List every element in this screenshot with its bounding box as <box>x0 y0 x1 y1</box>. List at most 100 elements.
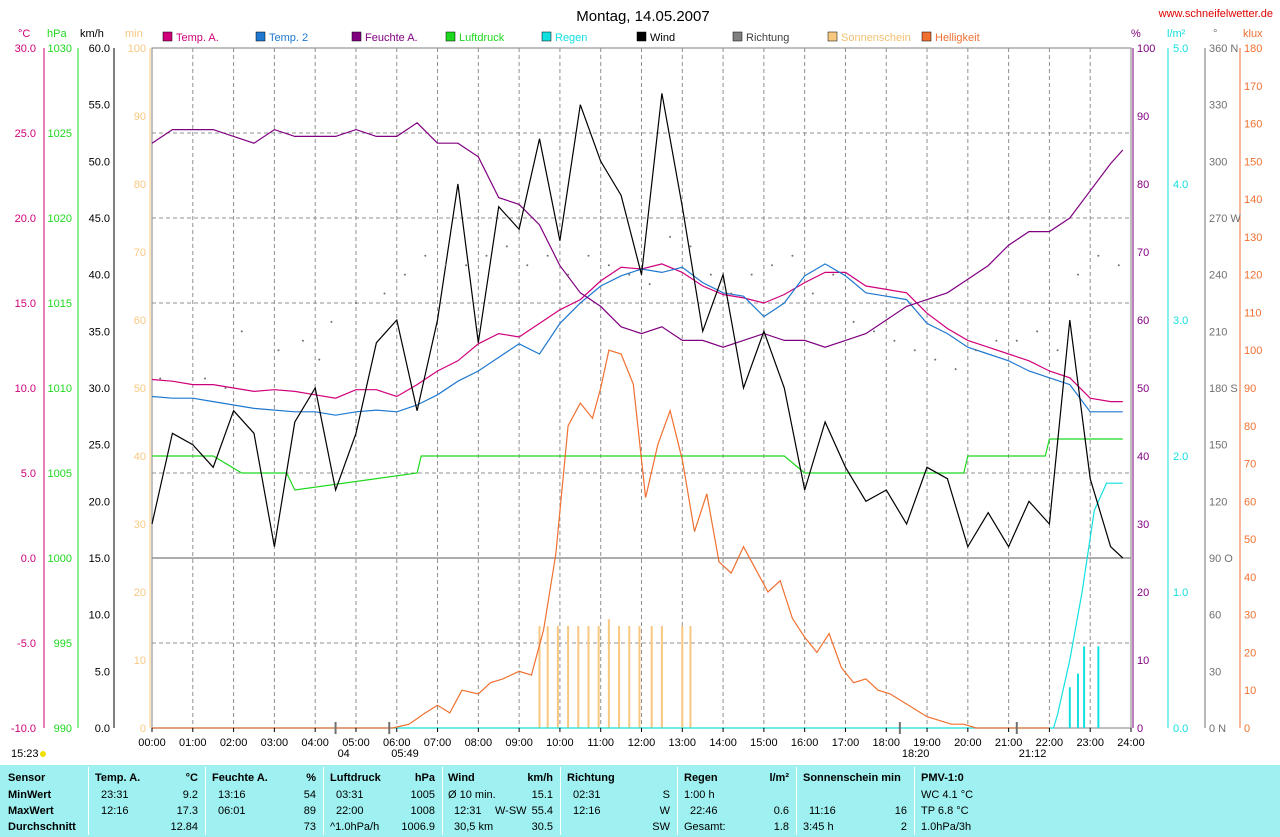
point-richtung <box>485 254 488 257</box>
point-richtung <box>159 377 162 380</box>
col-unit-pressure: hPa <box>414 772 435 784</box>
site-url[interactable]: www.schneifelwetter.de <box>1158 8 1273 20</box>
x-tick-label: 17:00 <box>832 737 860 749</box>
pmv-pressure-trend: 1.0hPa/3h <box>921 821 972 833</box>
point-richtung <box>771 264 774 267</box>
point-richtung <box>277 349 280 352</box>
series-line-helligkeit <box>152 349 1050 729</box>
legend-swatch <box>351 31 362 42</box>
legend-label: Regen <box>555 32 587 44</box>
col-title-pmv: PMV-1:0 <box>921 772 964 784</box>
rain-total-label: Gesamt: <box>684 821 726 833</box>
x-tick-label: 02:00 <box>220 737 248 749</box>
col-title-sunshine: Sonnenschein min <box>803 772 901 784</box>
wind-min-label: Ø 10 min. <box>448 789 496 801</box>
axis-tick-label: 50 <box>1244 534 1256 546</box>
point-richtung <box>546 254 549 257</box>
humidity-axis-unit: % <box>1131 28 1141 40</box>
axis-tick-label: 1030 <box>48 43 72 55</box>
axis-tick-label: 100 <box>1137 43 1155 55</box>
sun-icon <box>40 751 46 757</box>
legend-label: Sonnenschein <box>841 32 911 44</box>
x-tick-label: 21:00 <box>995 737 1023 749</box>
legend-label: Temp. A. <box>176 32 219 44</box>
stats-panel: Sensor MinWert MaxWert Durchschnitt Temp… <box>0 765 1280 837</box>
axis-tick-label: 10.0 <box>89 610 110 622</box>
col-title-humidity: Feuchte A. <box>212 772 268 784</box>
col-unit-humidity: % <box>306 772 316 784</box>
axis-unit-labels: °C hPa km/h min% l/m² ° klux <box>18 28 1263 40</box>
x-tick-label: 12:00 <box>628 737 656 749</box>
col-title-wind: Wind <box>448 772 475 784</box>
pressure-trend: ^1.0hPa/h <box>330 821 380 833</box>
x-tick-label: 20:00 <box>954 737 982 749</box>
axis-tick-label: 25.0 <box>89 440 110 452</box>
col-title-direction: Richtung <box>567 772 615 784</box>
sun-axis-unit: min <box>125 28 143 40</box>
axis-tick-label: 0.0 <box>21 553 36 565</box>
axis-tick-label: 15.0 <box>89 553 110 565</box>
point-richtung <box>1056 349 1059 352</box>
axis-tick-label: 35.0 <box>89 326 110 338</box>
axis-tick-label: 80 <box>1137 179 1149 191</box>
x-tick-label: 18:00 <box>872 737 900 749</box>
legend-label: Helligkeit <box>935 32 980 44</box>
series-line-wind <box>151 93 1124 559</box>
point-richtung <box>832 273 835 276</box>
wind-max-dir: W-SW <box>495 805 527 817</box>
axis-tick-label: 20 <box>134 587 146 599</box>
point-richtung <box>224 387 227 389</box>
axis-tick-label: 80 <box>1244 421 1256 433</box>
legend-swatch <box>255 31 266 42</box>
axis-tick-label: 100 <box>128 43 146 55</box>
axis-tick-label: 70 <box>134 247 146 259</box>
axis-tick-label: 5.0 <box>1173 43 1188 55</box>
point-richtung <box>648 283 651 286</box>
point-richtung <box>873 330 876 333</box>
pressure-axis-unit: hPa <box>47 28 67 40</box>
axis-tick-label: 0 <box>140 723 146 735</box>
axis-tick-label: 0 N <box>1209 723 1226 735</box>
x-tick-label: 19:00 <box>913 737 941 749</box>
axis-tick-label: 170 <box>1244 81 1262 93</box>
axis-tick-label: 160 <box>1244 119 1262 131</box>
axis-tick-label: 300 <box>1209 156 1227 168</box>
point-richtung <box>318 358 321 361</box>
col-unit-wind: km/h <box>527 772 553 784</box>
point-richtung <box>354 302 357 304</box>
axis-tick-label: 20 <box>1137 587 1149 599</box>
axis-tick-label: 0 <box>1244 723 1250 735</box>
chart-grid <box>43 47 1241 729</box>
axis-tick-label: 120 <box>1244 270 1262 282</box>
legend-label: Wind <box>650 32 675 44</box>
pressure-avg: 1006.9 <box>401 821 435 833</box>
axis-tick-label: 70 <box>1137 247 1149 259</box>
point-richtung <box>913 349 916 352</box>
legend-swatch <box>921 31 932 42</box>
axis-tick-label: 30.0 <box>15 43 36 55</box>
x-tick-label: 09:00 <box>505 737 533 749</box>
point-richtung <box>730 292 733 295</box>
point-richtung <box>750 273 753 276</box>
legend-swatch <box>541 31 552 42</box>
x-tick-label: 16:00 <box>791 737 819 749</box>
legend-swatch <box>445 31 456 42</box>
axis-tick-label: 40 <box>1244 572 1256 584</box>
point-richtung <box>383 292 386 295</box>
humidity-min: 54 <box>303 789 316 801</box>
axis-tick-label: 100 <box>1244 345 1262 357</box>
point-richtung <box>893 339 896 342</box>
point-richtung <box>852 320 855 323</box>
rain-axis-unit: l/m² <box>1167 28 1186 40</box>
sunshine-max: 16 <box>894 805 907 817</box>
axis-tick-label: 110 <box>1244 307 1262 319</box>
point-richtung <box>204 377 207 380</box>
axis-tick-label: 80 <box>134 179 146 191</box>
humidity-max-time: 06:01 <box>218 805 246 817</box>
axis-tick-label: 5.0 <box>21 468 36 480</box>
axis-tick-label: 995 <box>54 638 72 650</box>
point-richtung <box>505 245 508 248</box>
axis-tick-label: 0.0 <box>95 723 110 735</box>
axis-tick-label: 20.0 <box>15 213 36 225</box>
pmv-dewpoint: TP 6.8 °C <box>921 805 969 817</box>
